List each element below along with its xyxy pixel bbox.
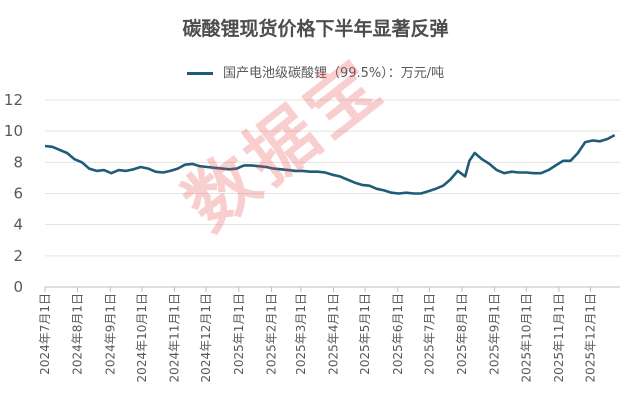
x-tick-label: 2024年7月1日 xyxy=(38,293,52,375)
y-axis: 0 2 4 6 8 10 12 xyxy=(4,91,23,296)
x-tick-label: 2025年4月1日 xyxy=(327,293,341,375)
x-tick-label: 2024年8月1日 xyxy=(71,293,85,375)
x-tick-label: 2025年6月1日 xyxy=(391,293,405,375)
y-tick-label: 4 xyxy=(13,216,23,234)
y-tick-label: 0 xyxy=(13,278,23,296)
series-line xyxy=(44,133,616,195)
x-tick-label: 2025年2月1日 xyxy=(264,293,278,375)
series-lines xyxy=(44,133,616,195)
gridlines xyxy=(45,99,620,288)
legend-label: 国产电池级碳酸锂（99.5%）：万元/吨 xyxy=(222,66,445,81)
x-tick-label: 2024年9月1日 xyxy=(103,293,117,375)
y-tick-label: 8 xyxy=(13,153,23,171)
x-tick-label: 2025年8月1日 xyxy=(455,293,469,375)
x-axis: 2024年7月1日 2024年8月1日 2024年9月1日 2024年10月1日 202… xyxy=(38,287,598,382)
y-tick-label: 2 xyxy=(13,247,23,265)
x-tick-label: 2025年12月1日 xyxy=(584,293,598,382)
y-tick-label: 6 xyxy=(13,185,23,203)
x-tick-label: 2025年5月1日 xyxy=(358,293,372,375)
x-tick-label: 2025年3月1日 xyxy=(294,293,308,375)
y-tick-label: 12 xyxy=(4,91,23,109)
x-tick-label: 2024年11月1日 xyxy=(168,293,182,382)
x-tick-label: 2025年11月1日 xyxy=(552,293,566,382)
x-tick-label: 2025年9月1日 xyxy=(488,293,502,375)
x-tick-label: 2024年10月1日 xyxy=(135,293,149,382)
x-tick-label: 2025年7月1日 xyxy=(422,293,436,375)
x-tick-label: 2024年12月1日 xyxy=(199,293,213,382)
legend-swatch xyxy=(186,72,213,75)
x-tick-label: 2025年1月1日 xyxy=(232,293,246,375)
x-tick-label: 2025年10月1日 xyxy=(519,293,533,382)
y-tick-label: 10 xyxy=(4,122,23,140)
legend: 国产电池级碳酸锂（99.5%）：万元/吨 xyxy=(0,62,631,81)
chart-title: 碳酸锂现货价格下半年显著反弹 xyxy=(182,18,449,40)
